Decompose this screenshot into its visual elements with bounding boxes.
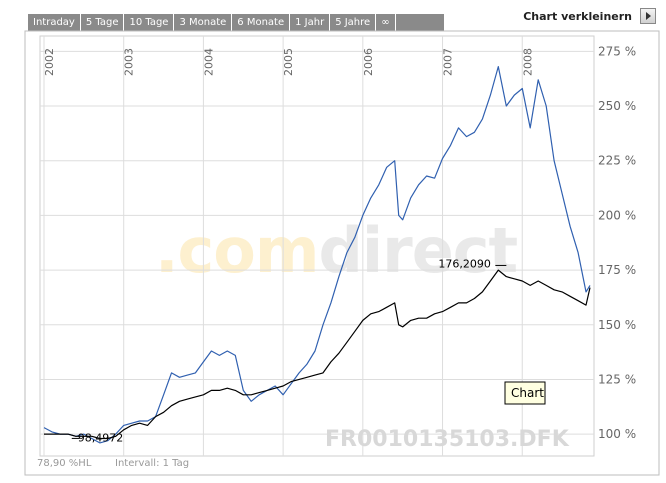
tab-5-tage[interactable]: 5 Tage: [80, 14, 125, 31]
watermark-right: direct: [319, 214, 518, 287]
y-tick-label: 275 %: [598, 44, 636, 58]
low-value-label: 98,4972: [78, 431, 124, 444]
y-tick-label: 250 %: [598, 99, 636, 113]
time-range-tabs: Intraday 5 Tage 10 Tage 3 Monate 6 Monat…: [28, 14, 444, 31]
y-tick-label: 175 %: [598, 263, 636, 277]
x-tick-label: 2004: [202, 48, 215, 76]
y-tick-label: 200 %: [598, 208, 636, 222]
tooltip-box: [504, 381, 546, 405]
y-tick-label: 100 %: [598, 427, 636, 441]
x-tick-label: 2007: [442, 48, 455, 76]
shrink-chart-label: Chart verkleinern: [523, 9, 632, 23]
watermark-left: .com: [155, 214, 319, 287]
series-line-fund: [43, 65, 591, 444]
tooltip-text: Chart: [511, 386, 544, 400]
x-tick-label: 2002: [43, 48, 56, 76]
series-line-benchmark: [44, 269, 591, 440]
tab-max[interactable]: ∞: [376, 14, 396, 31]
tab-6-monate[interactable]: 6 Monate: [232, 14, 291, 31]
shrink-chart-control[interactable]: Chart verkleinern: [523, 8, 656, 24]
footer-low-info: 78,90 %HL: [37, 458, 92, 469]
tab-5-jahre[interactable]: 5 Jahre: [330, 14, 377, 31]
tab-bar-filler: [395, 14, 444, 31]
tab-1-jahr[interactable]: 1 Jahr: [290, 14, 331, 31]
watermark-logo: .comdirect: [155, 214, 518, 287]
tab-3-monate[interactable]: 3 Monate: [174, 14, 233, 31]
instrument-id: FR0010135103.DFK: [325, 427, 570, 452]
tab-10-tage[interactable]: 10 Tage: [124, 14, 175, 31]
y-tick-label: 150 %: [598, 318, 636, 332]
chart-tooltip: Chart: [504, 381, 546, 405]
tab-intraday[interactable]: Intraday: [28, 14, 81, 31]
shrink-chart-button[interactable]: [640, 8, 656, 24]
footer-interval: Intervall: 1 Tag: [115, 458, 189, 469]
x-tick-label: 2005: [282, 48, 295, 76]
x-tick-label: 2008: [521, 48, 534, 76]
x-tick-label: 2006: [362, 48, 375, 76]
y-tick-label: 125 %: [598, 372, 636, 386]
chart-frame: [24, 30, 660, 476]
play-arrow-icon: [645, 12, 651, 20]
y-tick-label: 225 %: [598, 154, 636, 168]
high-value-label: 176,2090: [438, 257, 491, 270]
x-tick-label: 2003: [123, 48, 136, 76]
